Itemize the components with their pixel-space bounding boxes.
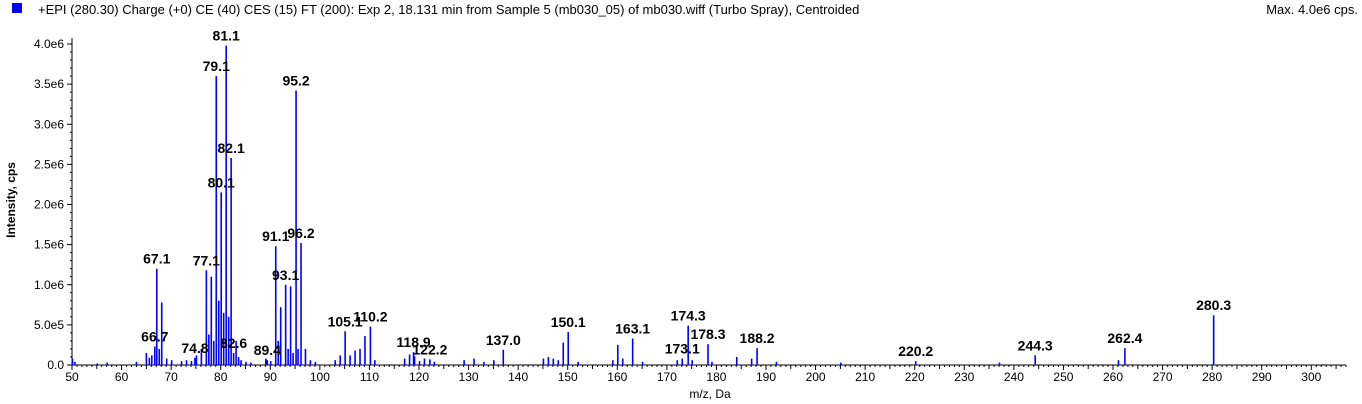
y-tick-label: 1.5e6 bbox=[34, 238, 64, 252]
chart-title: +EPI (280.30) Charge (+0) CE (40) CES (1… bbox=[38, 2, 860, 17]
peak-label: 96.2 bbox=[287, 225, 314, 241]
peak-label: 220.2 bbox=[898, 343, 933, 359]
max-intensity-label: Max. 4.0e6 cps. bbox=[1266, 2, 1358, 17]
peak-label: 110.2 bbox=[353, 308, 387, 324]
x-tick-label: 110 bbox=[360, 370, 379, 384]
peak-label: 173.1 bbox=[665, 341, 700, 357]
y-tick-label: 3.5e6 bbox=[34, 77, 64, 91]
peak-label: 67.1 bbox=[143, 251, 170, 267]
x-tick-label: 270 bbox=[1153, 370, 1173, 384]
x-tick-label: 240 bbox=[1004, 370, 1024, 384]
y-tick-label: 2.0e6 bbox=[34, 198, 64, 212]
peak-label: 262.4 bbox=[1107, 330, 1142, 346]
axes-layer: 50 60 70 80 90 100 110 120 130 140 150 160 170 180 190… bbox=[34, 37, 1347, 384]
x-tick-label: 250 bbox=[1053, 370, 1073, 384]
chart-header: +EPI (280.30) Charge (+0) CE (40) CES (1… bbox=[0, 0, 1362, 20]
y-tick-label: 1.0e6 bbox=[34, 278, 64, 292]
peak-label: 118.9 bbox=[396, 334, 430, 350]
peak-label: 178.3 bbox=[690, 326, 725, 342]
series-color-swatch bbox=[12, 3, 22, 13]
x-tick-label: 150 bbox=[558, 370, 578, 384]
peaks-layer bbox=[71, 45, 1215, 365]
y-tick-label: 4.0e6 bbox=[34, 37, 64, 51]
x-tick-label: 210 bbox=[855, 370, 875, 384]
peak-label: 188.2 bbox=[740, 330, 775, 346]
x-tick-label: 200 bbox=[806, 370, 826, 384]
x-axis-title: m/z, Da bbox=[689, 387, 731, 401]
x-tick-label: 140 bbox=[508, 370, 528, 384]
x-tick-label: 170 bbox=[657, 370, 677, 384]
x-tick-label: 260 bbox=[1103, 370, 1123, 384]
x-tick-label: 230 bbox=[954, 370, 974, 384]
x-tick-label: 50 bbox=[65, 370, 79, 384]
x-tick-label: 290 bbox=[1252, 370, 1272, 384]
peak-label: 81.1 bbox=[213, 28, 240, 44]
peak-label: 244.3 bbox=[1018, 337, 1053, 353]
peak-label: 79.1 bbox=[203, 58, 230, 74]
peak-label: 91.1 bbox=[262, 228, 289, 244]
x-tick-label: 220 bbox=[905, 370, 925, 384]
peak-label: 80.1 bbox=[208, 174, 235, 190]
y-tick-label: 5.0e5 bbox=[34, 318, 64, 332]
peak-label: 77.1 bbox=[193, 252, 220, 268]
peak-label: 150.1 bbox=[551, 314, 586, 330]
x-tick-label: 70 bbox=[164, 370, 178, 384]
peak-label: 280.3 bbox=[1196, 297, 1231, 313]
peak-label: 174.3 bbox=[671, 308, 706, 324]
peak-label: 95.2 bbox=[282, 73, 309, 89]
x-tick-label: 130 bbox=[459, 370, 479, 384]
x-tick-label: 190 bbox=[756, 370, 776, 384]
peak-label: 89.4 bbox=[254, 342, 281, 358]
peak-labels-layer: 81.1 79.1 95.2 82.1 80.1 91.196.2 67.1 77.1 93.1… bbox=[141, 28, 1231, 359]
x-tick-label: 280 bbox=[1202, 370, 1222, 384]
x-tick-label: 180 bbox=[706, 370, 726, 384]
peak-label: 66.7 bbox=[141, 329, 168, 345]
x-tick-label: 100 bbox=[310, 370, 330, 384]
x-tick-label: 60 bbox=[115, 370, 129, 384]
y-tick-label: 3.0e6 bbox=[34, 117, 64, 131]
y-tick-label: 2.5e6 bbox=[34, 157, 64, 171]
peak-label: 105.1 bbox=[328, 313, 363, 329]
peak-label: 82.1 bbox=[218, 140, 245, 156]
x-tick-label: 160 bbox=[607, 370, 627, 384]
x-tick-label: 90 bbox=[264, 370, 278, 384]
y-axis-title: Intensity, cps bbox=[4, 162, 18, 238]
peak-label: 137.0 bbox=[486, 332, 521, 348]
peak-label: 82.6 bbox=[220, 335, 247, 351]
x-tick-label: 80 bbox=[214, 370, 228, 384]
peak-label: 122.2 bbox=[412, 341, 447, 357]
y-tick-label: 0.0 bbox=[47, 358, 64, 372]
peak-label: 163.1 bbox=[615, 321, 650, 337]
x-tick-label: 120 bbox=[409, 370, 429, 384]
x-tick-label: 300 bbox=[1301, 370, 1321, 384]
peak-label: 93.1 bbox=[272, 267, 299, 283]
peak-label: 74.8 bbox=[181, 340, 208, 356]
